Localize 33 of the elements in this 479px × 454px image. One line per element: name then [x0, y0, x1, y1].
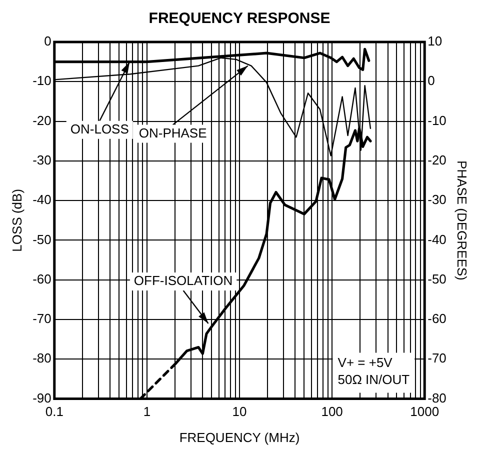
x-tick-label: 1000 — [410, 404, 440, 420]
y-tick-label: -70 — [32, 311, 52, 326]
y-tick-label: -40 — [32, 192, 52, 208]
x-tick-label: 0.1 — [45, 404, 64, 420]
y-tick-label: -30 — [32, 152, 52, 168]
y2-tick-label: -50 — [428, 271, 446, 286]
y2-tick-label: -40 — [428, 232, 446, 247]
y-tick-label: -90 — [32, 390, 52, 406]
y-tick-label: -10 — [32, 73, 52, 88]
y2-tick-label: 0 — [428, 73, 435, 88]
y-tick-label: -50 — [32, 232, 52, 247]
y2-tick-label: -20 — [428, 152, 446, 168]
y2-tick-label: -70 — [428, 350, 446, 366]
y-tick-label: -20 — [32, 112, 52, 128]
annotation: ON-PHASE — [138, 125, 208, 140]
y-axis-title: LOSS (dB) — [9, 188, 24, 252]
chart-title: FREQUENCY RESPONSE — [148, 10, 330, 28]
x-tick-label: 1 — [143, 404, 151, 420]
x-axis-title: FREQUENCY (MHz) — [179, 430, 300, 445]
y2-tick-label: 10 — [428, 34, 442, 49]
y2-tick-label: -60 — [428, 311, 446, 326]
x-tick-label: 100 — [321, 404, 343, 420]
x-tick-label: 10 — [232, 404, 247, 420]
y-tick-label: -60 — [32, 271, 52, 286]
annotation: OFF-ISOLATION — [134, 273, 233, 288]
y2-tick-label: -10 — [428, 112, 446, 128]
y2-tick-label: -30 — [428, 192, 446, 208]
annotation: ON-LOSS — [70, 121, 130, 136]
annotation: V+ = +5V 50Ω IN/OUT — [338, 354, 410, 387]
y2-tick-label: -80 — [428, 390, 446, 406]
y-tick-label: 0 — [44, 34, 52, 49]
y2-axis-title: PHASE (DEGREES) — [454, 160, 470, 280]
y-tick-label: -80 — [32, 350, 52, 366]
